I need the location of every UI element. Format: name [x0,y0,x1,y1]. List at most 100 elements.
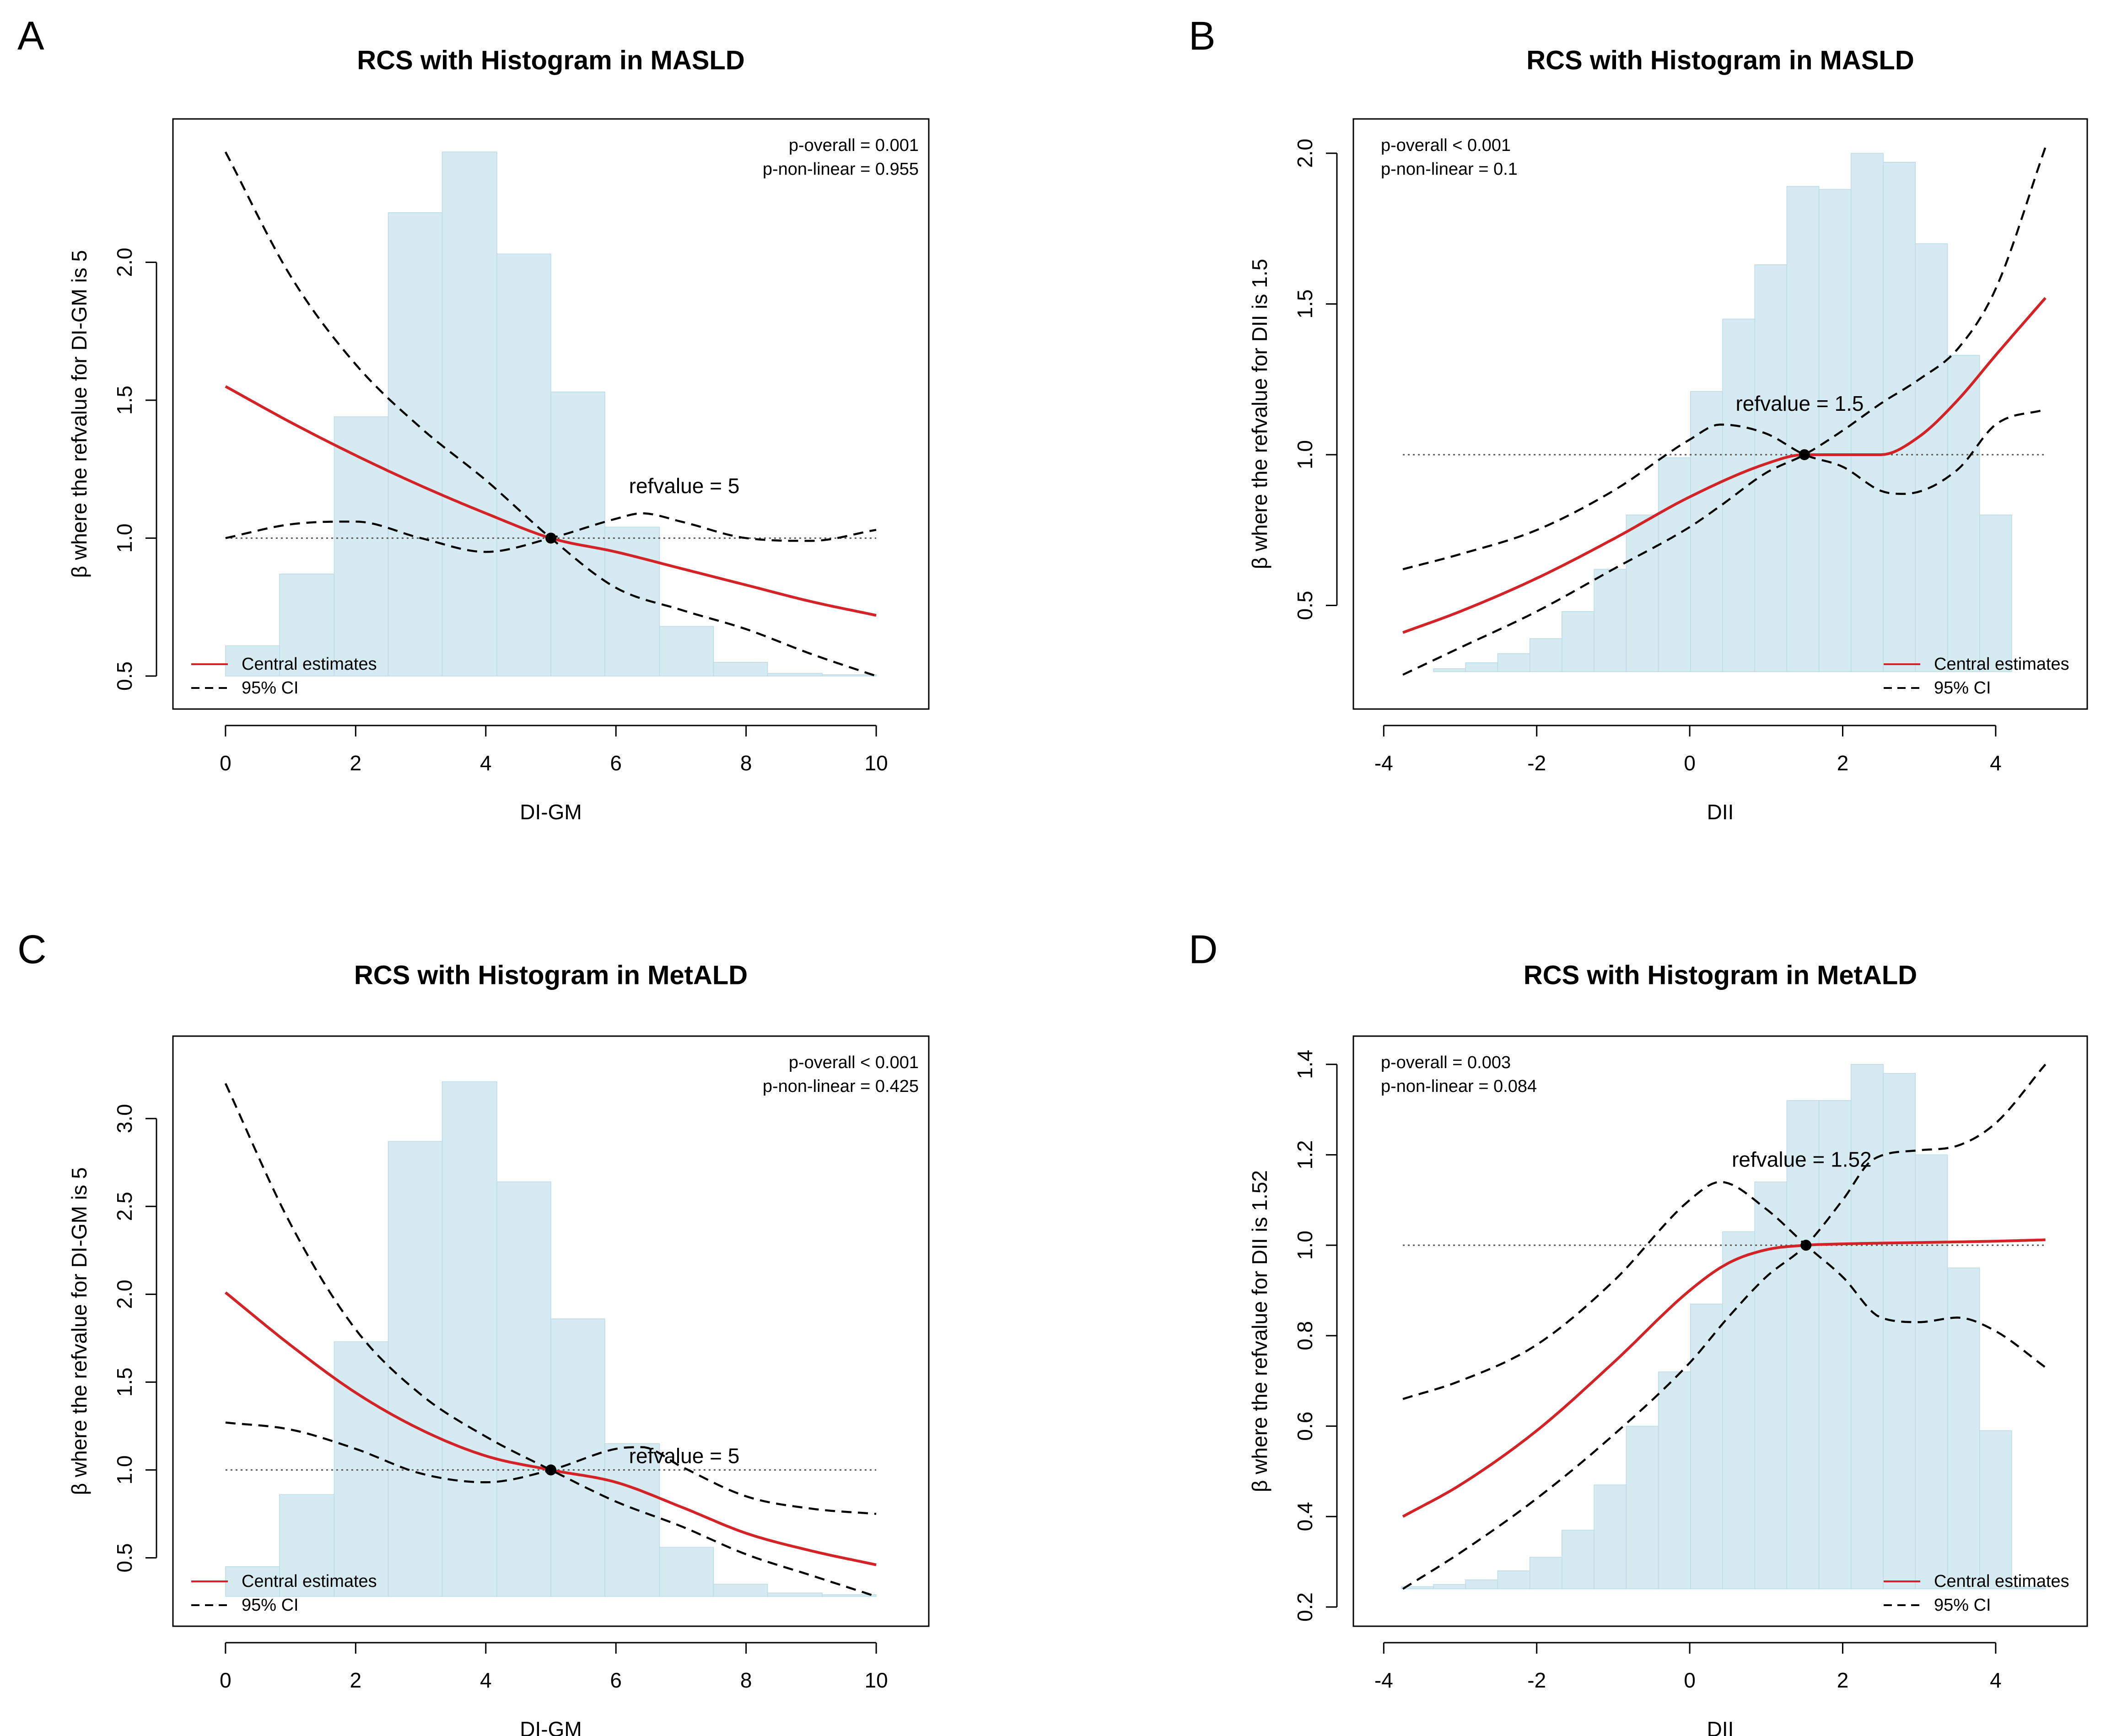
histogram-bar [1562,611,1594,672]
panel-c-title: RCS with Histogram in MetALD [354,961,748,990]
histogram-bar [550,1318,605,1597]
panel-d-y-label: β where the refvalue for DII is 1.52 [1248,1170,1271,1492]
histogram-bar [604,1443,660,1597]
histogram-bar [1915,1154,1948,1590]
histogram-bar [1626,1425,1659,1590]
x-tick-label: 2 [350,1668,362,1692]
panel-c-ci-line-1 [224,1083,877,1598]
panel-b-reference-point [1799,449,1810,460]
histogram-bar [1947,355,1980,672]
panel-a: A RCS with Histogram in MASLD refvalue = 5… [17,13,930,824]
histogram-bar [767,1592,823,1597]
panel-c-legend: Central estimates 95% CI [191,1572,377,1615]
x-tick-label: 0 [220,751,232,775]
histogram-bar [1529,1557,1562,1590]
panel-a-plot-frame [172,118,930,710]
histogram-bar [1786,186,1820,672]
panel-b-letter: B [1189,13,1216,59]
panel-d-histogram [1401,1064,2046,1590]
panel-d-refvalue-label: refvalue = 1.52 [1732,1147,1872,1171]
panel-b-x-axis: -4 -2 0 2 4 [1374,725,2002,775]
y-tick-label: 0.2 [1293,1592,1317,1622]
panel-b-ci-line-1 [1402,147,2047,676]
histogram-bar [1979,1430,2012,1590]
panel-c-histogram [225,1081,877,1597]
legend-ci-label: 95% CI [1934,1596,1991,1615]
x-tick-label: 8 [740,1668,752,1692]
histogram-bar [1658,457,1691,672]
y-tick-label: 1.0 [1293,1231,1317,1260]
histogram-bar [1465,1579,1498,1590]
histogram-bar [1947,1267,1980,1590]
histogram-bar [1529,638,1562,672]
histogram-bar [1883,1073,1916,1590]
histogram-bar [442,1081,497,1597]
panel-c-x-label: DI-GM [520,1717,582,1736]
panel-a-y-axis: 0.5 1.0 1.5 2.0 [113,247,157,691]
panel-c-x-axis: 0 2 4 6 8 10 [220,1642,888,1692]
histogram-bar [388,1141,443,1597]
y-tick-label: 2.0 [113,1279,136,1309]
histogram-bar [1690,1303,1723,1590]
panel-a-title: RCS with Histogram in MASLD [357,46,744,75]
y-tick-label: 1.5 [113,386,136,415]
histogram-bar [496,1181,551,1597]
x-tick-label: 2 [1837,1668,1849,1692]
panel-d-reference-point [1800,1240,1812,1251]
histogram-bar [1690,391,1723,672]
x-tick-label: 6 [610,1668,622,1692]
histogram-bar [1818,189,1852,672]
legend-central-label: Central estimates [242,1572,377,1591]
histogram-bar [1722,1231,1755,1590]
histogram-bar [713,661,768,677]
histogram-bar [1979,515,2012,672]
legend-ci-label: 95% CI [242,678,299,698]
x-tick-label: 2 [1837,751,1849,775]
y-tick-label: 1.0 [1293,440,1317,469]
panel-c-p-nonlinear: p-non-linear = 0.425 [763,1077,919,1096]
panel-a-histogram [225,151,877,677]
histogram-bar [496,253,551,677]
x-tick-label: 10 [865,1668,888,1692]
histogram-bar [1465,662,1498,672]
histogram-bar [713,1584,768,1597]
panel-a-letter: A [17,13,44,59]
x-tick-label: -2 [1527,1668,1546,1692]
y-tick-label: 0.4 [1293,1502,1317,1531]
histogram-bar [1883,161,1916,672]
panel-a-reference-point [545,532,556,544]
panel-c-reference-point [545,1464,556,1476]
histogram-bar [279,573,335,677]
panel-d-ci-line-2 [1402,1181,2046,1400]
panel-c-refvalue-label: refvalue = 5 [629,1444,740,1468]
histogram-bar [1594,569,1627,672]
panel-b-legend: Central estimates 95% CI [1884,655,2069,698]
y-tick-label: 2.5 [113,1192,136,1221]
panel-b-central-estimate-line [1402,297,2047,634]
x-tick-label: 0 [1684,1668,1696,1692]
histogram-bar [1722,318,1755,672]
panel-a-refvalue-label: refvalue = 5 [629,474,740,498]
x-tick-label: 8 [740,751,752,775]
histogram-bar [767,673,823,677]
histogram-bar [822,674,877,677]
x-tick-label: 0 [1684,751,1696,775]
histogram-bar [1433,1584,1466,1590]
panel-d-legend: Central estimates 95% CI [1884,1572,2069,1615]
panel-b-y-label: β where the refvalue for DII is 1.5 [1248,259,1271,569]
y-tick-label: 0.8 [1293,1321,1317,1350]
histogram-bar [1754,264,1788,672]
y-tick-label: 1.2 [1293,1140,1317,1169]
panel-b-refvalue-label: refvalue = 1.5 [1735,392,1864,415]
panel-c-y-axis: 0.5 1.0 1.5 2.0 2.5 3.0 [113,1104,157,1572]
panel-a-p-overall: p-overall = 0.001 [789,136,919,155]
panel-b: B RCS with Histogram in MASLD refvalue = 1… [1189,13,2088,824]
panel-d-title: RCS with Histogram in MetALD [1524,961,1917,990]
panel-d: D RCS with Histogram in MetALD refvalue = … [1189,927,2088,1736]
y-tick-label: 0.5 [113,661,136,691]
panel-c-letter: C [17,927,47,972]
histogram-bar [1915,243,1948,672]
histogram-bar [550,392,605,677]
histogram-bar [334,416,389,677]
